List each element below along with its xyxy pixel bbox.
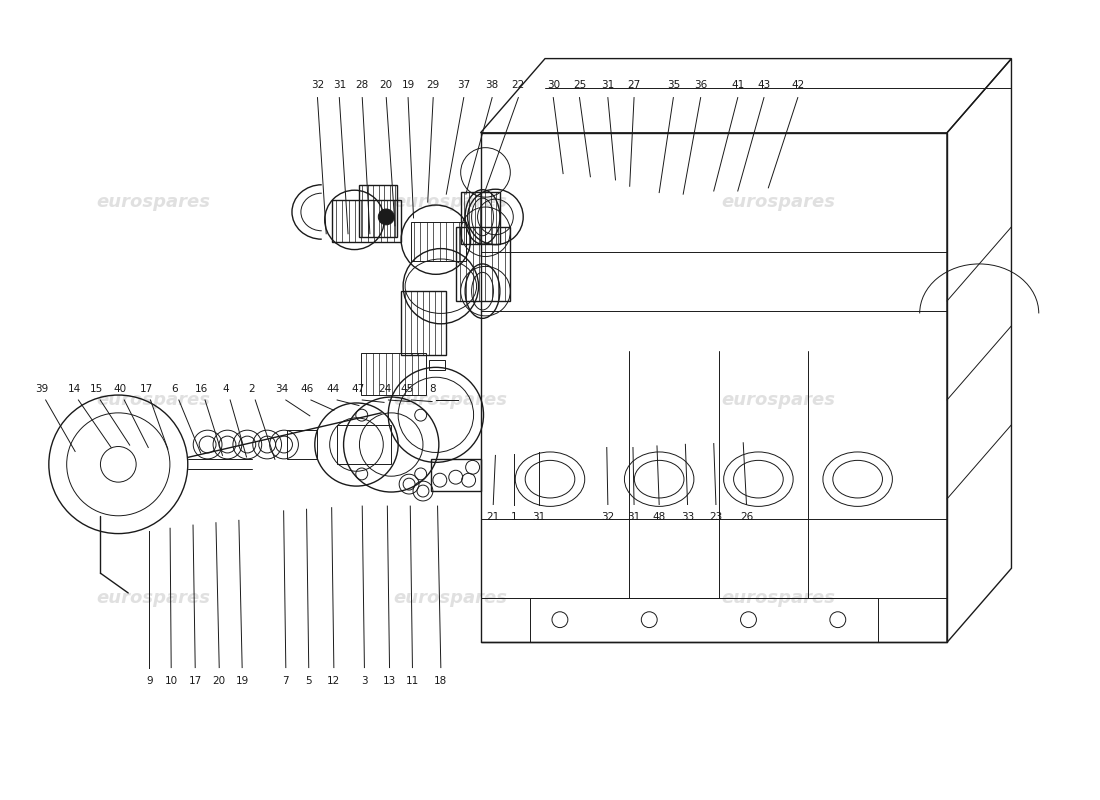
Text: eurospares: eurospares <box>722 589 835 607</box>
Text: eurospares: eurospares <box>722 391 835 409</box>
Text: 31: 31 <box>602 80 615 90</box>
Bar <box>431 459 481 491</box>
Bar <box>402 291 446 355</box>
Bar <box>287 430 317 459</box>
Text: 9: 9 <box>146 675 153 686</box>
Text: 15: 15 <box>89 384 103 394</box>
Text: 4: 4 <box>223 384 230 394</box>
Text: 31: 31 <box>532 513 546 522</box>
Text: 22: 22 <box>512 80 525 90</box>
Text: 7: 7 <box>283 675 289 686</box>
Bar <box>337 425 392 464</box>
Text: 21: 21 <box>486 513 499 522</box>
Text: 46: 46 <box>300 384 313 394</box>
Text: 29: 29 <box>427 80 440 90</box>
Text: 2: 2 <box>248 384 254 394</box>
Text: eurospares: eurospares <box>394 391 508 409</box>
Text: 32: 32 <box>602 513 615 522</box>
Bar <box>429 361 444 370</box>
Text: eurospares: eurospares <box>96 589 210 607</box>
Text: 5: 5 <box>306 675 312 686</box>
Text: eurospares: eurospares <box>96 391 210 409</box>
Text: 45: 45 <box>400 384 414 394</box>
Text: 32: 32 <box>311 80 324 90</box>
Text: 39: 39 <box>35 384 48 394</box>
Text: 13: 13 <box>383 675 396 686</box>
Text: 20: 20 <box>379 80 393 90</box>
Text: eurospares: eurospares <box>96 193 210 211</box>
Text: 25: 25 <box>573 80 586 90</box>
Text: 38: 38 <box>485 80 498 90</box>
Text: eurospares: eurospares <box>394 589 508 607</box>
Text: 42: 42 <box>791 80 804 90</box>
Text: 34: 34 <box>275 384 288 394</box>
Text: 47: 47 <box>352 384 365 394</box>
Text: 6: 6 <box>172 384 178 394</box>
Text: 19: 19 <box>235 675 249 686</box>
Text: 14: 14 <box>68 384 81 394</box>
Text: 12: 12 <box>327 675 341 686</box>
Circle shape <box>378 209 394 225</box>
Text: 30: 30 <box>547 80 560 90</box>
Text: 19: 19 <box>402 80 415 90</box>
Bar <box>332 200 402 242</box>
Text: eurospares: eurospares <box>394 193 508 211</box>
Text: 41: 41 <box>732 80 745 90</box>
Text: 37: 37 <box>458 80 471 90</box>
Bar <box>362 354 426 395</box>
Text: 24: 24 <box>377 384 392 394</box>
Text: 16: 16 <box>195 384 208 394</box>
Text: 1: 1 <box>510 513 517 522</box>
Text: 33: 33 <box>681 513 694 522</box>
Text: 3: 3 <box>361 675 367 686</box>
Text: 35: 35 <box>667 80 680 90</box>
Text: 17: 17 <box>140 384 153 394</box>
Text: 23: 23 <box>710 513 723 522</box>
Text: 26: 26 <box>740 513 754 522</box>
Text: 27: 27 <box>627 80 640 90</box>
Text: 17: 17 <box>188 675 201 686</box>
Text: 36: 36 <box>694 80 707 90</box>
Text: 8: 8 <box>429 384 436 394</box>
Text: 10: 10 <box>165 675 178 686</box>
Text: 18: 18 <box>434 675 448 686</box>
Text: 20: 20 <box>212 675 226 686</box>
Bar <box>530 598 878 642</box>
Text: 28: 28 <box>355 80 368 90</box>
Bar <box>411 222 465 262</box>
Text: 48: 48 <box>652 513 666 522</box>
Bar <box>461 192 500 244</box>
Text: 44: 44 <box>327 384 340 394</box>
Text: 31: 31 <box>627 513 640 522</box>
Text: 43: 43 <box>757 80 771 90</box>
Text: 40: 40 <box>113 384 127 394</box>
Text: 31: 31 <box>332 80 345 90</box>
Text: eurospares: eurospares <box>722 193 835 211</box>
Bar <box>455 227 510 301</box>
Text: 11: 11 <box>406 675 419 686</box>
Bar <box>360 186 397 237</box>
